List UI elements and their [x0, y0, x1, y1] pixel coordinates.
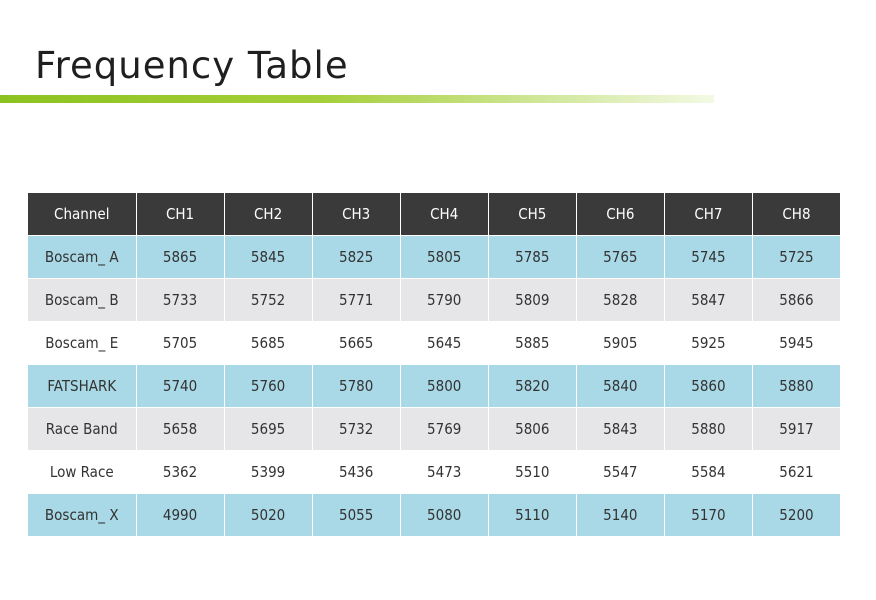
table-row: Boscam_ E 5705 5685 5665 5645 5885 5905 5925 594… [28, 321, 842, 365]
frequency-cell: 5695 [224, 407, 313, 451]
frequency-cell: 5769 [400, 407, 489, 451]
frequency-cell: 5705 [136, 321, 225, 365]
channel-name-cell: FATSHARK [28, 364, 137, 408]
frequency-cell: 5905 [576, 321, 665, 365]
frequency-cell: 5140 [576, 493, 665, 537]
frequency-cell: 5790 [400, 278, 489, 322]
frequency-cell: 5399 [224, 450, 313, 494]
frequency-cell: 5845 [224, 235, 313, 279]
frequency-cell: 5885 [488, 321, 577, 365]
frequency-cell: 5806 [488, 407, 577, 451]
frequency-cell: 5880 [752, 364, 842, 408]
header-cell-channel: Channel [28, 193, 137, 236]
table-row: Boscam_ X 4990 5020 5055 5080 5110 5140 5170 520… [28, 493, 842, 537]
header-cell-ch8: CH8 [752, 193, 842, 236]
channel-name-cell: Boscam_ E [28, 321, 137, 365]
frequency-cell: 5473 [400, 450, 489, 494]
frequency-cell: 5840 [576, 364, 665, 408]
channel-name-cell: Boscam_ B [28, 278, 137, 322]
frequency-cell: 5732 [312, 407, 401, 451]
frequency-cell: 5055 [312, 493, 401, 537]
channel-name-cell: Race Band [28, 407, 137, 451]
frequency-cell: 5785 [488, 235, 577, 279]
page-title: Frequency Table [35, 44, 349, 87]
frequency-cell: 5925 [664, 321, 753, 365]
frequency-cell: 5760 [224, 364, 313, 408]
table-body: Boscam_ A 5865 5845 5825 5805 5785 5765 5745 572… [28, 235, 842, 537]
frequency-cell: 5584 [664, 450, 753, 494]
frequency-cell: 5825 [312, 235, 401, 279]
frequency-cell: 5725 [752, 235, 842, 279]
frequency-cell: 5200 [752, 493, 842, 537]
header-cell-ch3: CH3 [312, 193, 401, 236]
frequency-cell: 5865 [136, 235, 225, 279]
frequency-cell: 5170 [664, 493, 753, 537]
header-cell-ch2: CH2 [224, 193, 313, 236]
channel-name-cell: Boscam_ A [28, 235, 137, 279]
frequency-cell: 5510 [488, 450, 577, 494]
frequency-cell: 5665 [312, 321, 401, 365]
header-cell-ch6: CH6 [576, 193, 665, 236]
frequency-cell: 5820 [488, 364, 577, 408]
frequency-cell: 5547 [576, 450, 665, 494]
frequency-cell: 5110 [488, 493, 577, 537]
frequency-cell: 5917 [752, 407, 842, 451]
frequency-cell: 5866 [752, 278, 842, 322]
frequency-cell: 5685 [224, 321, 313, 365]
frequency-cell: 5945 [752, 321, 842, 365]
frequency-cell: 5860 [664, 364, 753, 408]
frequency-cell: 5621 [752, 450, 842, 494]
frequency-cell: 5740 [136, 364, 225, 408]
frequency-cell: 5843 [576, 407, 665, 451]
table-row: FATSHARK 5740 5760 5780 5800 5820 5840 5860 5880 [28, 364, 842, 408]
header-cell-ch7: CH7 [664, 193, 753, 236]
frequency-cell: 5828 [576, 278, 665, 322]
frequency-cell: 5771 [312, 278, 401, 322]
header-cell-ch1: CH1 [136, 193, 225, 236]
frequency-cell: 5745 [664, 235, 753, 279]
frequency-cell: 5780 [312, 364, 401, 408]
frequency-cell: 5809 [488, 278, 577, 322]
frequency-cell: 5800 [400, 364, 489, 408]
frequency-cell: 5020 [224, 493, 313, 537]
frequency-cell: 4990 [136, 493, 225, 537]
table-row: Low Race 5362 5399 5436 5473 5510 5547 5584 5621 [28, 450, 842, 494]
channel-name-cell: Low Race [28, 450, 137, 494]
frequency-cell: 5080 [400, 493, 489, 537]
title-underline-bar [0, 95, 714, 103]
frequency-cell: 5752 [224, 278, 313, 322]
table-row: Boscam_ A 5865 5845 5825 5805 5785 5765 5745 572… [28, 235, 842, 279]
table-header-row: Channel CH1 CH2 CH3 CH4 CH5 CH6 CH7 CH8 [28, 193, 842, 236]
frequency-cell: 5733 [136, 278, 225, 322]
frequency-table: Channel CH1 CH2 CH3 CH4 CH5 CH6 CH7 CH8 … [28, 193, 842, 537]
frequency-cell: 5765 [576, 235, 665, 279]
frequency-cell: 5847 [664, 278, 753, 322]
frequency-cell: 5436 [312, 450, 401, 494]
header-cell-ch5: CH5 [488, 193, 577, 236]
frequency-cell: 5880 [664, 407, 753, 451]
frequency-cell: 5645 [400, 321, 489, 365]
channel-name-cell: Boscam_ X [28, 493, 137, 537]
frequency-cell: 5805 [400, 235, 489, 279]
header-cell-ch4: CH4 [400, 193, 489, 236]
frequency-cell: 5658 [136, 407, 225, 451]
table-row: Boscam_ B 5733 5752 5771 5790 5809 5828 5847 586… [28, 278, 842, 322]
frequency-cell: 5362 [136, 450, 225, 494]
table-row: Race Band 5658 5695 5732 5769 5806 5843 5880 591… [28, 407, 842, 451]
